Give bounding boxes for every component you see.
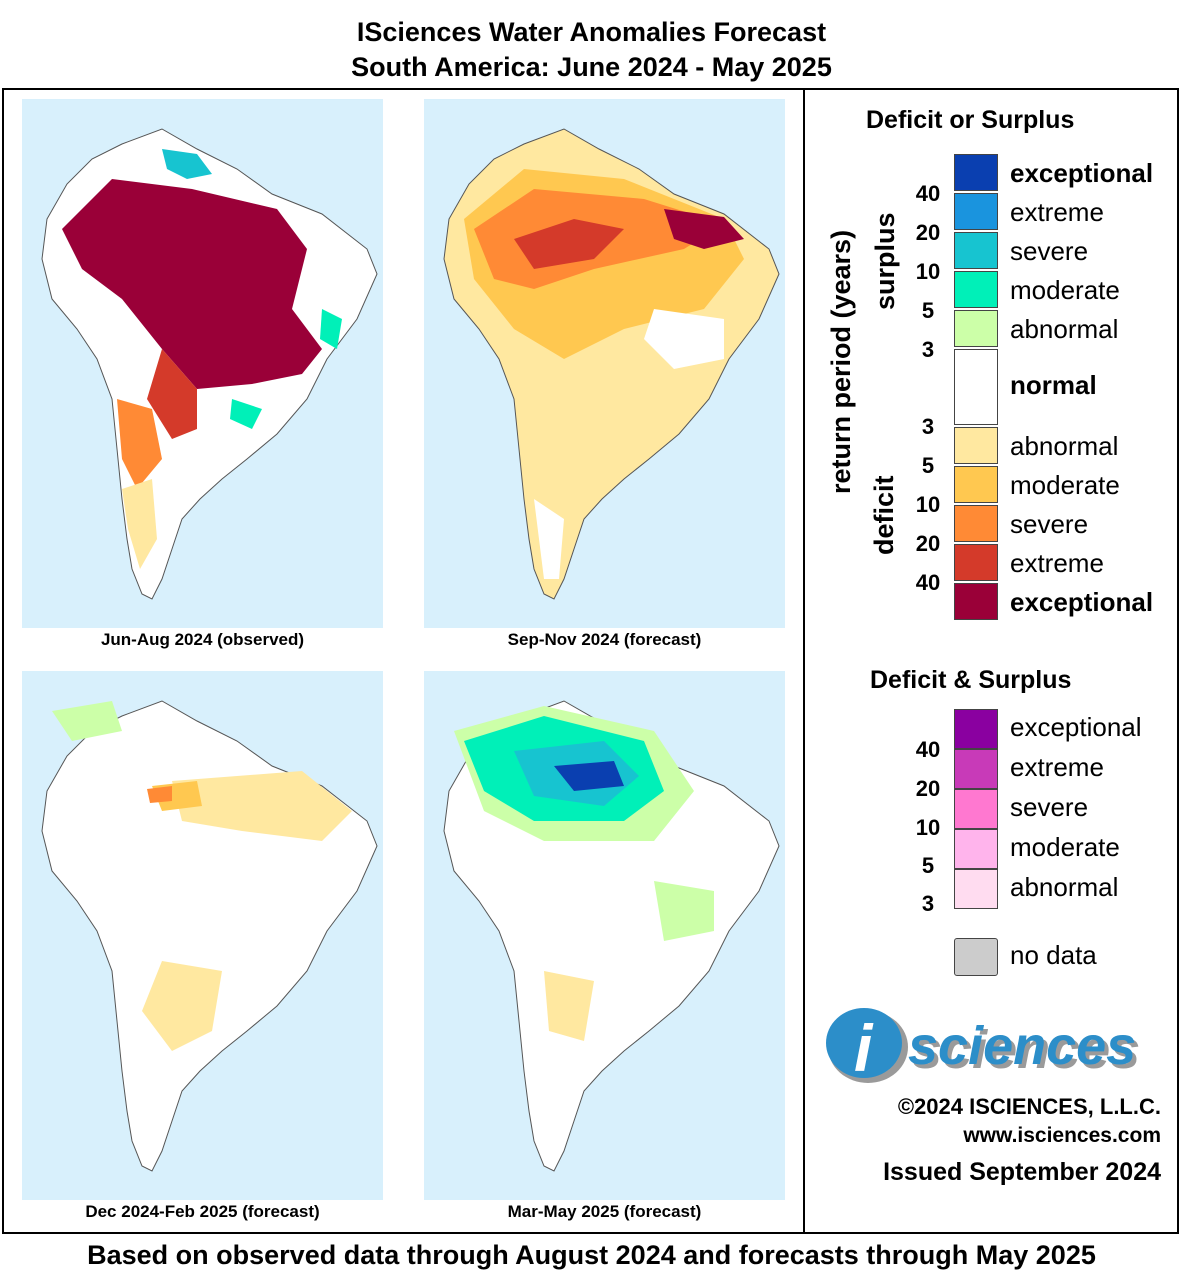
surplus-patch-east (320, 309, 342, 349)
logo-text-shadow: sciences (912, 1020, 1140, 1080)
exceptional-deficit-zone (62, 179, 322, 389)
rp-both-20: 20 (915, 776, 941, 801)
rp-deficit-3: 3 (921, 414, 935, 439)
label-both-moderate: moderate (1010, 832, 1120, 862)
surplus-label: surplus (870, 212, 900, 310)
rp-surplus-5: 5 (921, 298, 935, 323)
surplus-patch-north (52, 701, 122, 741)
swatch-deficit-extreme (954, 544, 998, 581)
rp-deficit-20: 20 (915, 531, 941, 556)
main-title: ISciences Water Anomalies Forecast (356, 17, 827, 47)
severe-deficit-zone (147, 786, 172, 803)
footer-note: Based on observed data through August 20… (87, 1240, 1096, 1270)
swatch-both-extreme (954, 749, 998, 789)
swatch-both-moderate (954, 829, 998, 869)
frame-divider (803, 88, 805, 1234)
label-both-abnormal: abnormal (1010, 872, 1119, 902)
map-caption-1: Jun-Aug 2024 (observed) (100, 630, 305, 649)
normal-zone-east (644, 309, 724, 369)
severe-deficit-zone (117, 399, 162, 489)
abnormal-deficit-zone-south (142, 961, 222, 1051)
rp-both-10: 10 (915, 815, 941, 840)
label-deficit-moderate: moderate (1010, 470, 1120, 500)
label-both-extreme: extreme (1010, 752, 1104, 782)
label-deficit-extreme: extreme (1010, 548, 1104, 578)
surplus-patch-south (230, 399, 262, 429)
logo-text: sciences (908, 1016, 1136, 1076)
swatch-deficit-severe (954, 505, 998, 542)
rp-both-40: 40 (915, 737, 941, 762)
label-surplus-abnormal: abnormal (1010, 314, 1119, 344)
swatch-surplus-extreme (954, 193, 998, 230)
label-deficit-severe: severe (1010, 509, 1089, 539)
swatch-deficit-abnormal (954, 427, 998, 464)
abnormal-deficit-south (544, 971, 594, 1041)
map-caption-3: Dec 2024-Feb 2025 (forecast) (85, 1202, 320, 1221)
rp-deficit-10: 10 (915, 492, 941, 517)
swatch-deficit-moderate (954, 466, 998, 503)
swatch-surplus-exceptional (954, 154, 998, 191)
rp-surplus-10: 10 (915, 259, 941, 284)
rp-deficit-5: 5 (921, 453, 935, 478)
map-caption-2: Sep-Nov 2024 (forecast) (507, 630, 702, 649)
swatch-deficit-exceptional (954, 583, 998, 620)
rp-surplus-40: 40 (915, 181, 941, 206)
south-normal (534, 499, 564, 579)
label-deficit-abnormal: abnormal (1010, 431, 1119, 461)
copyright: ©2024 ISCIENCES, L.L.C. (897, 1094, 1161, 1119)
swatch-both-abnormal (954, 869, 998, 909)
map-sep-nov-2024 (424, 99, 785, 628)
label-no-data: no data (1010, 940, 1097, 970)
rp-deficit-40: 40 (915, 570, 941, 595)
label-both-exceptional: exceptional (1010, 712, 1142, 742)
extreme-deficit-zone (514, 219, 624, 269)
surplus-patch (162, 149, 212, 179)
isciences-logo: i sciences sciences (826, 1005, 1166, 1085)
label-both-severe: severe (1010, 792, 1089, 822)
label-deficit-exceptional: exceptional (1010, 587, 1154, 617)
logo-letter: i (854, 1011, 874, 1085)
figure-frame (2, 88, 1179, 1234)
map-mar-may-2025 (424, 671, 785, 1200)
exceptional-deficit-zone (664, 209, 744, 249)
abnormal-deficit-zone (122, 479, 157, 569)
rp-surplus-3: 3 (921, 337, 935, 362)
swatch-both-exceptional (954, 709, 998, 749)
label-surplus-moderate: moderate (1010, 275, 1120, 305)
deficit-label: deficit (869, 475, 899, 555)
map-caption-4: Mar-May 2025 (forecast) (507, 1202, 702, 1221)
label-normal: normal (1010, 370, 1097, 400)
swatch-surplus-severe (954, 232, 998, 269)
rp-both-5: 5 (921, 853, 935, 878)
exceptional-surplus-zone (554, 761, 624, 791)
legend-title-deficit-or-surplus: Deficit or Surplus (866, 106, 1075, 134)
label-surplus-exceptional: exceptional (1010, 158, 1154, 188)
swatch-surplus-abnormal (954, 310, 998, 347)
sub-title: South America: June 2024 - May 2025 (351, 52, 832, 82)
website-link[interactable]: www.isciences.com (963, 1124, 1161, 1147)
swatch-normal (954, 349, 998, 425)
swatch-both-severe (954, 789, 998, 829)
label-surplus-severe: severe (1010, 236, 1089, 266)
rp-surplus-20: 20 (915, 220, 941, 245)
extreme-deficit-zone (147, 349, 197, 439)
axis-label-return-period: return period (years) (826, 229, 856, 494)
legend-title-deficit-and-surplus: Deficit & Surplus (870, 666, 1072, 694)
abnormal-surplus-east (654, 881, 714, 941)
map-dec-feb-2025 (22, 671, 383, 1200)
map-jun-aug-2024 (22, 99, 383, 628)
abnormal-deficit-zone (172, 771, 352, 841)
label-surplus-extreme: extreme (1010, 197, 1104, 227)
swatch-surplus-moderate (954, 271, 998, 308)
issued-date: Issued September 2024 (883, 1158, 1161, 1186)
swatch-no-data (954, 938, 998, 976)
rp-both-3: 3 (921, 891, 935, 916)
